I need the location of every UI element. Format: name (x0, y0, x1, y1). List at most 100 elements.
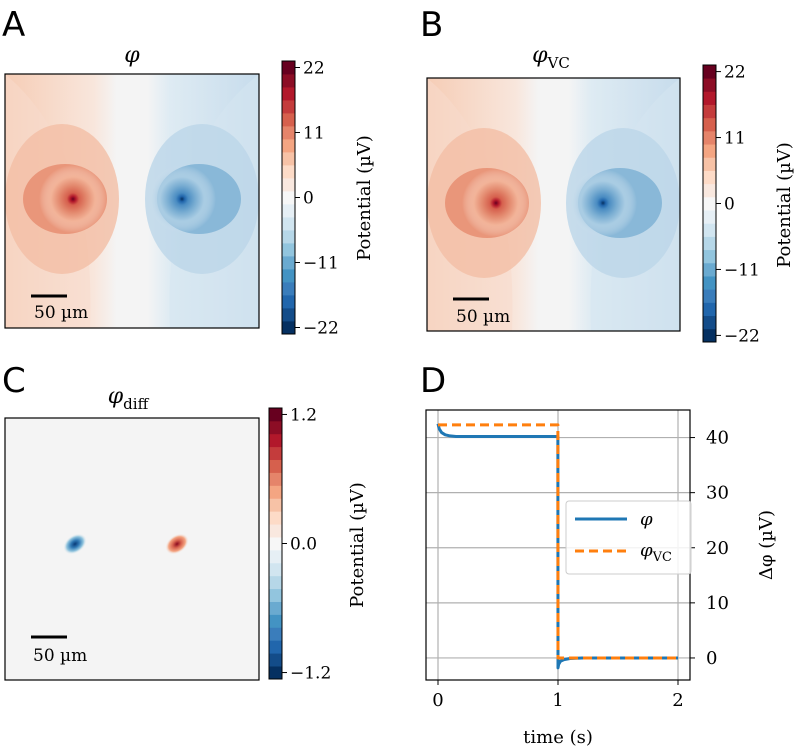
colorbar-band (703, 289, 716, 303)
colorbar-band (282, 321, 295, 335)
colorbar-band (282, 269, 295, 283)
colorbar-band (269, 408, 282, 422)
panel-c-colorbar: 1.2 0.0 −1.2 (268, 405, 331, 684)
colorbar-band (282, 295, 295, 309)
panel-d-legend: φ φVC (565, 500, 692, 575)
colorbar-band (703, 249, 716, 264)
x-tick-label: 2 (672, 690, 683, 711)
colorbar-band (282, 113, 295, 127)
panel-b-scale-label: 50 µm (456, 307, 510, 327)
panel-b-title-subscript: VC (547, 54, 570, 72)
colorbar-band (703, 65, 716, 79)
panel-b-heatmap (427, 78, 680, 331)
colorbar-band (269, 485, 282, 499)
panel-letter-c: C (2, 361, 26, 401)
panel-a: φ 50 µm 22 11 0 −11 −22 Potential (µV) (4, 43, 375, 339)
legend-label-phi-vc-symbol: φ (640, 540, 653, 561)
colorbar-band (703, 130, 716, 145)
colorbar-band (269, 588, 282, 602)
colorbar-band (703, 302, 716, 317)
colorbar-band (269, 614, 282, 628)
colorbar-tick-label: 22 (303, 59, 325, 79)
colorbar-band (703, 236, 716, 251)
colorbar-band (703, 223, 716, 237)
panel-c-title: φdiff (108, 384, 150, 413)
colorbar-tick-label: −11 (724, 260, 760, 280)
x-tick-label: 0 (432, 690, 443, 711)
colorbar-band (269, 549, 282, 564)
legend-label-phi-vc-subscript: VC (652, 550, 672, 565)
panel-c-frame (4, 417, 260, 681)
colorbar-tick-label: −11 (303, 254, 339, 274)
colorbar-tick-label: −22 (303, 319, 339, 339)
colorbar-tick-label: 0.0 (290, 535, 317, 555)
colorbar-tick-label: 0 (303, 189, 314, 209)
colorbar-band (282, 230, 295, 244)
panel-a-scale-label: 50 µm (34, 303, 88, 323)
series-line-phi-vc (438, 423, 678, 660)
colorbar-band (703, 170, 716, 185)
panel-d-lines (436, 423, 678, 670)
colorbar-band (282, 74, 295, 88)
panel-b: φVC 50 µm 22 11 0 −11 −22 Potential (µV) (426, 43, 795, 346)
panel-a-frame (4, 73, 260, 329)
colorbar-band (703, 210, 716, 224)
colorbar-band (282, 126, 295, 140)
colorbar-band (269, 524, 282, 538)
colorbar-band (703, 183, 716, 198)
colorbar-band (282, 282, 295, 296)
colorbar-tick-label: 1.2 (290, 405, 317, 425)
colorbar-band (282, 139, 295, 153)
colorbar-tick-label: 11 (303, 124, 325, 144)
x-tick-label: 1 (552, 690, 563, 711)
colorbar-band (703, 196, 716, 211)
panel-letter-a: A (2, 5, 25, 45)
panel-a-colorbar: 22 11 0 −11 −22 (281, 59, 339, 339)
colorbar-tick-label: 22 (724, 63, 746, 83)
colorbar-band (269, 601, 282, 615)
panel-c: φdiff 50 µm 1.2 0.0 −1.2 Potential (µV) (4, 384, 368, 684)
panel-a-colorbar-label: Potential (µV) (354, 135, 375, 261)
colorbar-band (703, 104, 716, 119)
colorbar-band (703, 315, 716, 330)
colorbar-band (269, 433, 282, 448)
panel-c-scale-label: 50 µm (33, 646, 87, 666)
panel-b-title: φVC (532, 43, 570, 72)
panel-a-heatmap (5, 74, 259, 328)
colorbar-band (269, 511, 282, 525)
colorbar-band (269, 640, 282, 654)
colorbar-band (269, 653, 282, 667)
colorbar-band (282, 308, 295, 322)
colorbar-band (282, 204, 295, 218)
panel-a-title: φ (124, 43, 140, 68)
colorbar-tick-label: 11 (724, 129, 746, 149)
colorbar-band (703, 91, 716, 105)
colorbar-band (269, 627, 282, 641)
legend-box (565, 500, 692, 575)
y-tick-label: 40 (706, 428, 729, 449)
colorbar-band (703, 157, 716, 171)
colorbar-band (269, 666, 282, 680)
colorbar-band (269, 472, 282, 486)
y-tick-label: 0 (706, 648, 717, 669)
legend-label-phi: φ (640, 509, 653, 530)
colorbar-band (282, 217, 295, 231)
colorbar-band (269, 459, 282, 473)
colorbar-tick-label: −22 (724, 326, 760, 346)
colorbar-band (282, 191, 295, 205)
colorbar-band (703, 262, 716, 277)
panel-b-title-symbol: φ (532, 43, 548, 68)
panel-d-xlabel: time (s) (523, 727, 593, 748)
colorbar-band (703, 117, 716, 132)
y-tick-label: 20 (706, 538, 729, 559)
colorbar-band (269, 420, 282, 435)
colorbar-band (269, 562, 282, 577)
panel-letter-d: D (420, 361, 446, 401)
colorbar-band (282, 152, 295, 166)
panel-c-colorbar-label: Potential (µV) (347, 482, 368, 608)
panel-b-colorbar-label: Potential (µV) (774, 142, 795, 268)
colorbar-band (703, 144, 716, 158)
